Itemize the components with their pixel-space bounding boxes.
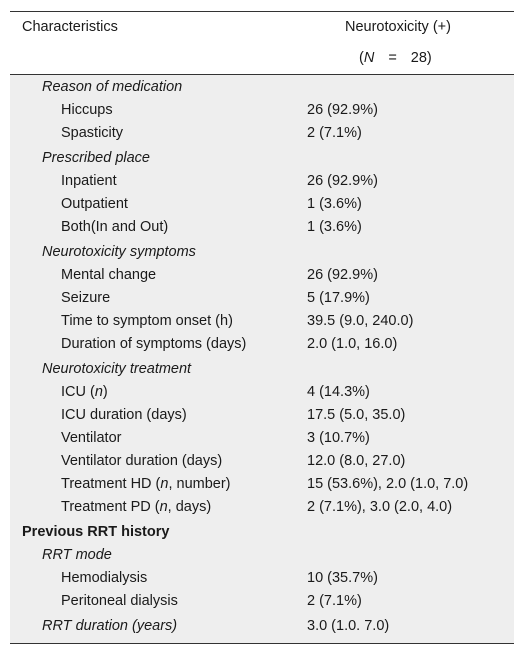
table-body: [10, 75, 514, 643]
row-label: Neurotoxicity symptoms: [42, 244, 196, 260]
row-label: Ventilator duration (days): [61, 453, 223, 469]
top-rule: [10, 11, 514, 12]
table-row: Peritoneal dialysis 2 (7.1%): [0, 590, 525, 612]
table-row: Treatment HD (n, number) 15 (53.6%), 2.0…: [0, 473, 525, 495]
row-label: Previous RRT history: [22, 524, 170, 540]
table-row: Both(In and Out) 1 (3.6%): [0, 216, 525, 238]
row-label: Reason of medication: [42, 79, 183, 95]
row-label: Hiccups: [61, 102, 113, 118]
table-row: Hemodialysis 10 (35.7%): [0, 567, 525, 589]
row-value: 3 (10.7%): [307, 430, 370, 446]
row-label: Spasticity: [61, 125, 124, 141]
sample-size-label: (N = 28): [359, 50, 432, 66]
row-value: 2.0 (1.0, 16.0): [307, 336, 398, 352]
table-row: Ventilator 3 (10.7%): [0, 427, 525, 449]
row-value: 2 (7.1%): [307, 593, 362, 609]
neurotoxicity-column-header: Neurotoxicity (+): [345, 19, 451, 35]
row-label: Treatment HD (n, number): [61, 476, 231, 492]
header-rule: [10, 74, 514, 75]
characteristics-header: Characteristics: [22, 19, 118, 35]
table-row: RRT duration (years) 3.0 (1.0. 7.0): [0, 615, 525, 637]
table-row: Hiccups 26 (92.9%): [0, 99, 525, 121]
section-neurotoxicity-symptoms: Neurotoxicity symptoms: [0, 241, 525, 263]
row-value: 3.0 (1.0. 7.0): [307, 618, 390, 634]
row-label: ICU duration (days): [61, 407, 187, 423]
section-previous-rrt-history: Previous RRT history: [0, 521, 525, 543]
row-label: Mental change: [61, 267, 157, 283]
row-value: 2 (7.1%): [307, 125, 362, 141]
row-value: 4 (14.3%): [307, 384, 370, 400]
row-value: 17.5 (5.0, 35.0): [307, 407, 406, 423]
table-row: Ventilator duration (days) 12.0 (8.0, 27…: [0, 450, 525, 472]
table-row: Time to symptom onset (h) 39.5 (9.0, 240…: [0, 310, 525, 332]
row-value: 2 (7.1%), 3.0 (2.0, 4.0): [307, 499, 453, 515]
table-row: Treatment PD (n, days) 2 (7.1%), 3.0 (2.…: [0, 496, 525, 518]
section-rrt-mode: RRT mode: [0, 544, 525, 566]
row-label: ICU (n): [61, 384, 108, 400]
table-row: ICU duration (days) 17.5 (5.0, 35.0): [0, 404, 525, 426]
row-label: Time to symptom onset (h): [61, 313, 233, 329]
row-value: 15 (53.6%), 2.0 (1.0, 7.0): [307, 476, 469, 492]
row-label: Treatment PD (n, days): [61, 499, 212, 515]
table-row: Mental change 26 (92.9%): [0, 264, 525, 286]
row-label: Prescribed place: [42, 150, 150, 166]
row-value: 5 (17.9%): [307, 290, 370, 306]
row-value: 10 (35.7%): [307, 570, 378, 586]
table-header: [10, 11, 514, 74]
row-label: Neurotoxicity treatment: [42, 361, 192, 377]
section-neurotoxicity-treatment: Neurotoxicity treatment: [0, 358, 525, 380]
section-prescribed-place: Prescribed place: [0, 147, 525, 169]
table-row: Spasticity 2 (7.1%): [0, 122, 525, 144]
row-label: Peritoneal dialysis: [61, 593, 178, 609]
row-label: Seizure: [61, 290, 111, 306]
table-row: Seizure 5 (17.9%): [0, 287, 525, 309]
row-label: Outpatient: [61, 196, 128, 212]
row-value: 12.0 (8.0, 27.0): [307, 453, 406, 469]
table-row: Duration of symptoms (days) 2.0 (1.0, 16…: [0, 333, 525, 355]
table-row: Inpatient 26 (92.9%): [0, 170, 525, 192]
row-label: RRT mode: [42, 547, 112, 563]
row-value: 1 (3.6%): [307, 219, 362, 235]
table-row: ICU (n) 4 (14.3%): [0, 381, 525, 403]
row-label: Inpatient: [61, 173, 117, 189]
row-label: RRT duration (years): [42, 618, 178, 634]
row-value: 26 (92.9%): [307, 102, 378, 118]
row-label: Hemodialysis: [61, 570, 148, 586]
row-label: Both(In and Out): [61, 219, 169, 235]
row-value: 39.5 (9.0, 240.0): [307, 313, 414, 329]
row-value: 1 (3.6%): [307, 196, 362, 212]
table-row: Outpatient 1 (3.6%): [0, 193, 525, 215]
row-value: 26 (92.9%): [307, 267, 378, 283]
row-label: Duration of symptoms (days): [61, 336, 247, 352]
row-value: 26 (92.9%): [307, 173, 378, 189]
row-label: Ventilator: [61, 430, 122, 446]
section-reason-of-medication: Reason of medication: [0, 76, 525, 98]
bottom-rule: [10, 643, 514, 644]
